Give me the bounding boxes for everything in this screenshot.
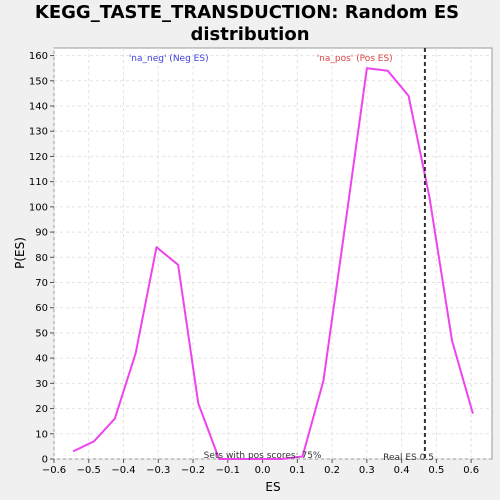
y-tick-label: 150: [29, 76, 48, 87]
y-tick-label: 10: [35, 429, 48, 440]
plot-area: [53, 47, 493, 460]
y-tick-label: 110: [29, 177, 48, 188]
y-tick-label: 40: [35, 354, 48, 365]
x-tick-label: 0.3: [359, 465, 375, 476]
x-axis-label: ES: [265, 480, 280, 494]
x-tick-label: −0.2: [181, 465, 205, 476]
x-tick-label: −0.6: [42, 465, 66, 476]
annotation-pos-es: 'na_pos' (Pos ES): [317, 54, 393, 64]
y-tick-label: 130: [29, 127, 48, 138]
y-tick-label: 60: [35, 303, 48, 314]
x-tick-label: 0.1: [289, 465, 305, 476]
chart-title-line-2: distribution: [190, 24, 309, 45]
annotation-neg-es: 'na_neg' (Neg ES): [129, 54, 209, 64]
annotation-real-es: Real ES 0.5: [383, 453, 434, 463]
x-axis-ticks: −0.6 −0.5 −0.4 −0.3 −0.2 −0.1 0.0 0.1 0.2 0.3 0.4 0…: [42, 459, 479, 476]
x-tick-label: 0.0: [255, 465, 271, 476]
x-tick-label: 0.4: [394, 465, 410, 476]
y-tick-label: 140: [29, 101, 48, 112]
y-tick-label: 50: [35, 328, 48, 339]
y-tick-label: 20: [35, 404, 48, 415]
x-tick-label: 0.2: [324, 465, 340, 476]
y-tick-label: 120: [29, 152, 48, 163]
y-tick-label: 90: [35, 228, 48, 239]
y-tick-label: 100: [29, 202, 48, 213]
series-line: [72, 67, 474, 460]
y-axis-ticks: 0 10 20 30 40 50 60 70 80 90 100 110 120 130 140 150 160: [29, 51, 54, 466]
y-tick-label: 0: [42, 455, 48, 466]
x-tick-label: −0.5: [77, 465, 101, 476]
y-tick-label: 160: [29, 51, 48, 62]
x-tick-label: −0.3: [146, 465, 170, 476]
x-tick-label: 0.5: [428, 465, 444, 476]
y-tick-label: 70: [35, 278, 48, 289]
series-group: [72, 67, 474, 460]
x-tick-label: −0.4: [111, 465, 135, 476]
y-tick-label: 30: [35, 379, 48, 390]
x-tick-label: 0.6: [463, 465, 479, 476]
annotation-sets-pos: Sets with pos scores: 75%: [204, 451, 322, 461]
y-axis-label: P(ES): [13, 237, 27, 269]
chart-title-line-1: KEGG_TASTE_TRANSDUCTION: Random ES: [35, 2, 459, 23]
x-tick-label: −0.1: [216, 465, 240, 476]
y-tick-label: 80: [35, 253, 48, 264]
